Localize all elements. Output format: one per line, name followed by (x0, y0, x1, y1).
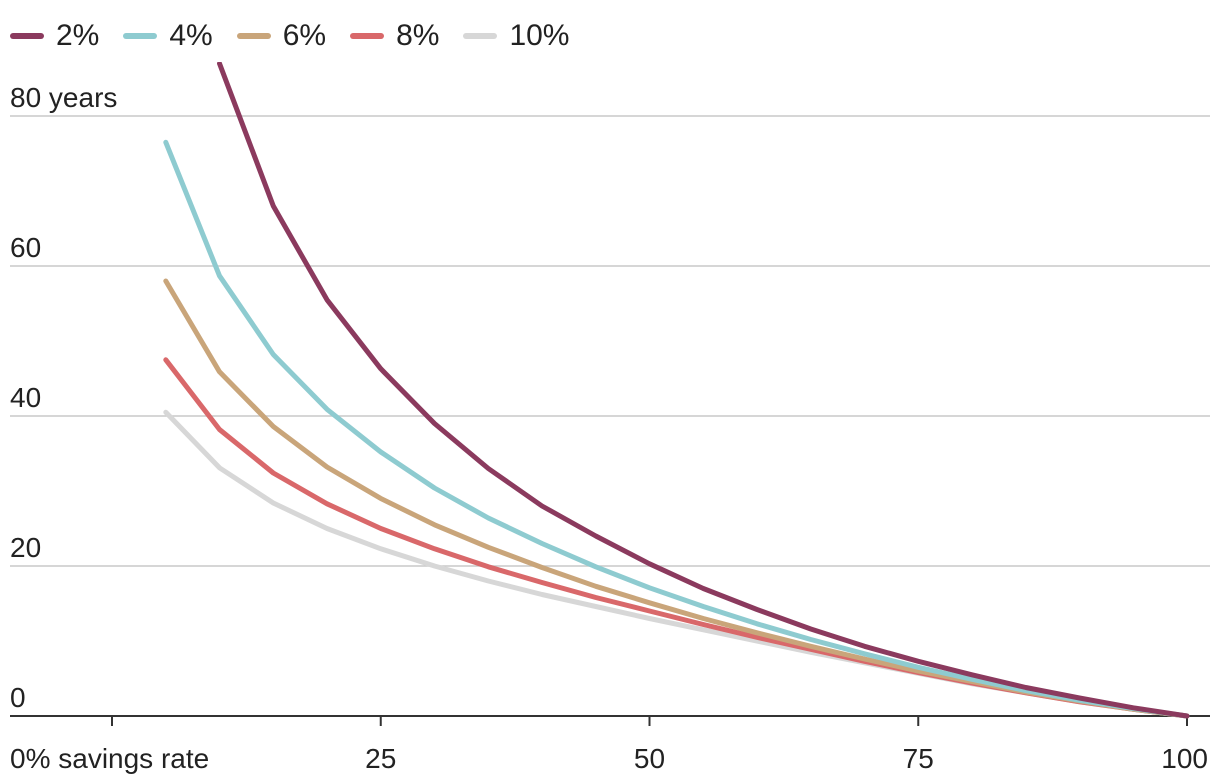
y-tick-label: 40 (10, 382, 41, 413)
legend-swatch (463, 33, 498, 39)
x-tick-label: 0% savings rate (10, 743, 209, 774)
legend-item: 4% (123, 16, 213, 56)
legend-label: 6% (282, 19, 327, 52)
legend-swatch (123, 33, 158, 39)
legend-item: 6% (236, 16, 327, 56)
y-tick-label: 20 (10, 532, 41, 563)
y-tick-label: 80 years (10, 82, 117, 113)
legend-item: 2% (10, 16, 99, 56)
chart-legend: 2% 4% 6% 8% 10% (10, 16, 593, 56)
legend-label: 8% (396, 19, 440, 52)
legend-item: 10% (463, 16, 569, 56)
series-group (163, 62, 1190, 719)
x-tick-label: 25 (365, 743, 396, 774)
legend-swatch (236, 33, 271, 39)
series-line-2pct (217, 62, 1190, 719)
legend-swatch (10, 33, 44, 39)
legend-label: 10% (509, 19, 570, 52)
series-line-8pct (163, 357, 1190, 719)
legend-label: 2% (56, 19, 100, 52)
y-tick-label: 0 (10, 682, 26, 713)
x-tick-label: 100 (1161, 743, 1208, 774)
y-tick-label: 60 (10, 232, 41, 263)
x-tick-label: 50 (634, 743, 665, 774)
x-tick-label: 75 (903, 743, 934, 774)
legend-swatch (350, 33, 385, 39)
legend-item: 8% (350, 16, 439, 56)
legend-label: 4% (169, 19, 213, 52)
series-line-4pct (163, 139, 1190, 719)
